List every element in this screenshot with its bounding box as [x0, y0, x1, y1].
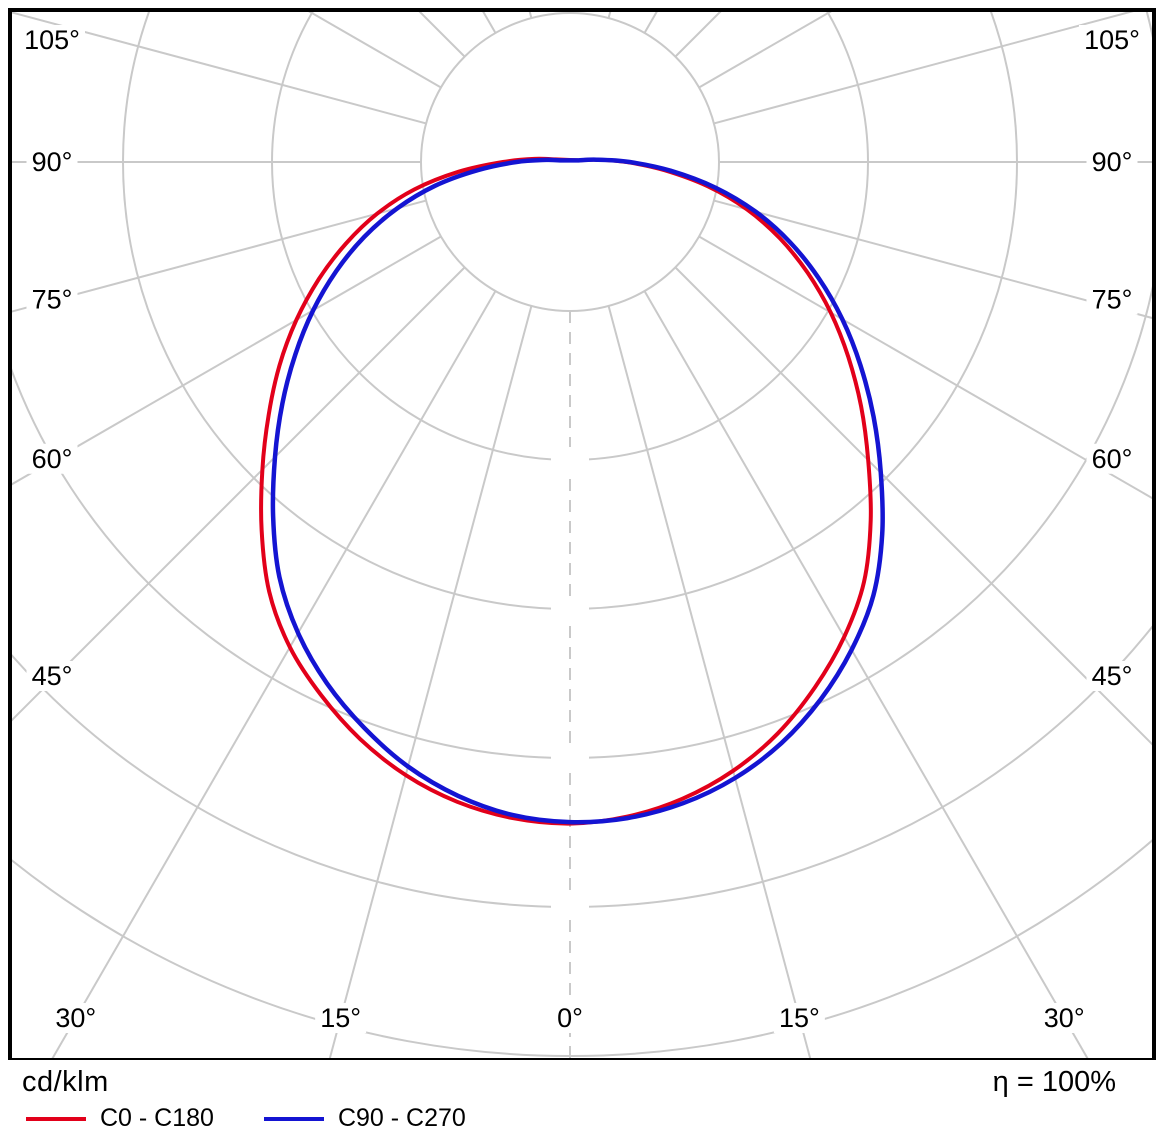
angle-label: 75° — [1092, 285, 1133, 315]
angle-label-bg — [1086, 661, 1138, 691]
legend-line-c90-icon — [263, 1116, 324, 1121]
efficiency-label: η = 100% — [992, 1066, 1116, 1098]
grid-ray — [12, 12, 427, 125]
angle-label: 105° — [1084, 25, 1140, 55]
angle-label: 60° — [1092, 444, 1133, 474]
grid-ray — [713, 199, 1152, 319]
grid-ring — [12, 12, 1152, 759]
legend-item-c0-c180: C0 - C180 — [22, 1104, 226, 1140]
plot-border — [8, 8, 1156, 1060]
grid-ray — [328, 305, 533, 1058]
legend: C0 - C180 C90 - C270 — [22, 1104, 478, 1140]
ring-value-placeholder — [551, 596, 589, 622]
angle-label: 75° — [32, 285, 73, 315]
angle-label: 90° — [1092, 147, 1133, 177]
angle-label-bg — [1086, 284, 1138, 315]
ring-value-placeholder — [551, 447, 589, 473]
angle-label-bg — [50, 1003, 102, 1033]
angle-label-bg — [773, 1003, 825, 1033]
legend-item-c90-c270: C90 - C270 — [260, 1104, 478, 1140]
polar-grid — [12, 12, 1152, 1058]
angle-label: 105° — [24, 25, 80, 55]
grid-ray — [713, 12, 1134, 125]
grid-ray — [643, 290, 1089, 1058]
angle-label: 0° — [557, 1003, 583, 1033]
angle-label: 90° — [32, 147, 73, 177]
diagram-footer: cd/klm η = 100% C0 - C180 C90 - C270 — [0, 1060, 1164, 1140]
unit-label: cd/klm — [22, 1066, 109, 1098]
legend-label-c0: C0 - C180 — [100, 1104, 214, 1132]
angle-label: 15° — [779, 1003, 820, 1033]
grid-ray — [674, 266, 1152, 746]
angle-label-bg — [1086, 147, 1138, 177]
legend-line-c0-icon — [26, 1116, 86, 1121]
curve-c0-c180 — [259, 156, 873, 826]
angle-label: 30° — [55, 1003, 96, 1033]
angle-label-bg — [552, 1003, 588, 1033]
ring-value-placeholder — [551, 894, 589, 920]
angle-label-bg — [1038, 1003, 1090, 1033]
angle-label-bg — [26, 284, 78, 315]
polar-plot-svg: 0° 15° 15° 30° 30° 45° 45° 60° 60° 75° 75° 90° 90° 10… — [8, 8, 1156, 1060]
grid-ray — [607, 305, 812, 1058]
grid-ray — [12, 235, 442, 486]
angle-label: 15° — [320, 1003, 361, 1033]
angle-label-bg — [315, 1003, 367, 1033]
angle-label-bg — [26, 443, 78, 474]
angle-label: 45° — [32, 661, 73, 691]
angle-label: 30° — [1044, 1003, 1085, 1033]
curve-c90-c270 — [270, 157, 885, 825]
grid-ray — [51, 290, 497, 1058]
legend-label-c90: C90 - C270 — [337, 1104, 466, 1132]
angle-label-bg — [1079, 25, 1145, 55]
angle-label: 45° — [1092, 661, 1133, 691]
angle-label-bg — [1086, 443, 1138, 474]
grid-ray — [12, 199, 427, 313]
grid-ray — [12, 266, 466, 722]
angle-label-bg — [19, 25, 85, 55]
angle-label-bg — [26, 661, 78, 691]
angle-label: 60° — [32, 444, 73, 474]
angle-label-bg — [26, 147, 78, 177]
ring-value-placeholder — [551, 745, 589, 771]
grid-ray — [698, 235, 1152, 500]
